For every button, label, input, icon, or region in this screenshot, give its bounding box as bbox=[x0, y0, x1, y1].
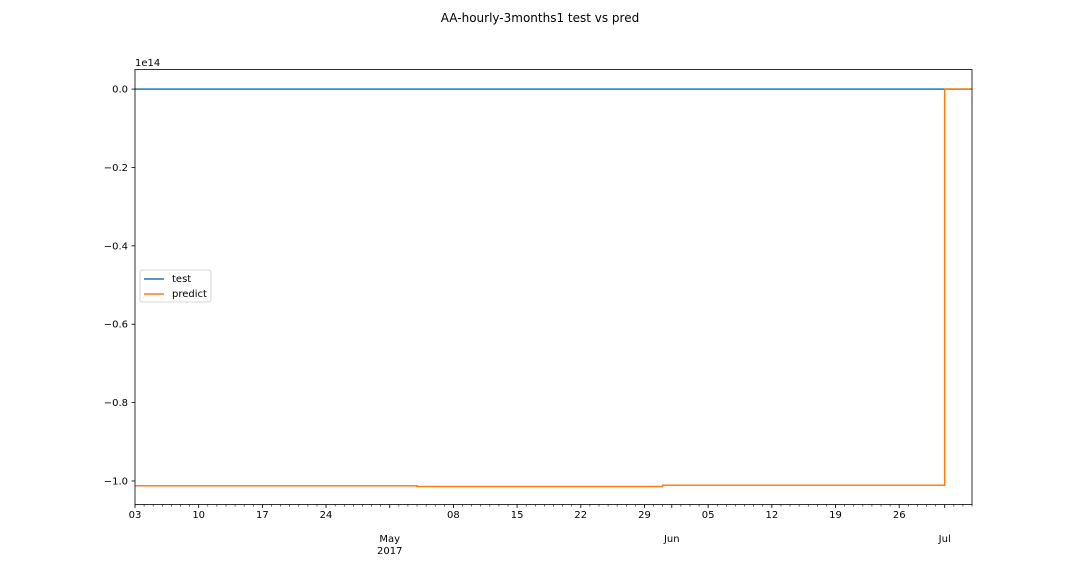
x-tick-label-12: 19 bbox=[829, 510, 842, 521]
plot-frame bbox=[134, 69, 973, 505]
y-tick-label-2: −0.4 bbox=[104, 241, 128, 252]
y-tick-label-5: −1.0 bbox=[104, 476, 128, 487]
x-tick-label-4: May 2017 bbox=[377, 534, 402, 557]
x-tick-label-0: 03 bbox=[129, 510, 142, 521]
x-tick-label-1: 10 bbox=[192, 510, 205, 521]
x-tick-label-7: 22 bbox=[574, 510, 587, 521]
legend-label-predict: predict bbox=[172, 289, 207, 300]
x-tick-label-8: 29 bbox=[638, 510, 651, 521]
x-tick-label-10: 05 bbox=[702, 510, 715, 521]
y-tick-label-3: −0.6 bbox=[104, 320, 128, 331]
x-tick-label-5: 08 bbox=[447, 510, 460, 521]
x-tick-label-14: Jul bbox=[938, 534, 951, 545]
y-tick-label-1: −0.2 bbox=[104, 163, 128, 174]
x-tick-label-3: 24 bbox=[320, 510, 333, 521]
x-tick-label-13: 26 bbox=[893, 510, 906, 521]
chart-title: AA-hourly-3months1 test vs pred bbox=[441, 11, 639, 25]
series-line-predict bbox=[135, 88, 972, 488]
x-tick-label-6: 15 bbox=[511, 510, 524, 521]
x-tick-label-11: 12 bbox=[765, 510, 778, 521]
y-offset-label: 1e14 bbox=[135, 58, 160, 69]
y-tick-label-0: 0.0 bbox=[112, 85, 128, 96]
x-tick-label-9: Jun bbox=[663, 534, 680, 545]
legend: test predict bbox=[139, 269, 212, 303]
legend-label-test: test bbox=[172, 274, 191, 285]
x-tick-label-2: 17 bbox=[256, 510, 269, 521]
y-tick-label-4: −0.8 bbox=[104, 398, 128, 409]
